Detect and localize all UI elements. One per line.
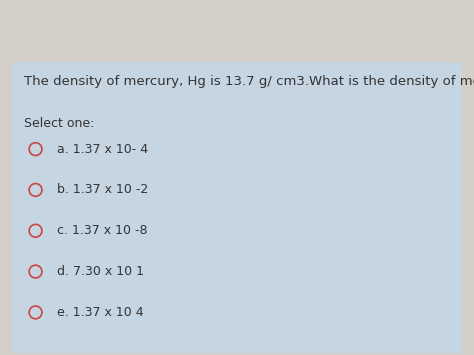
Text: The density of mercury, Hg is 13.7 g/ cm3.What is the density of mercury in Kg/ : The density of mercury, Hg is 13.7 g/ cm…: [24, 75, 474, 88]
FancyBboxPatch shape: [12, 62, 462, 353]
Text: c. 1.37 x 10 -8: c. 1.37 x 10 -8: [57, 224, 147, 237]
Text: Select one:: Select one:: [24, 117, 94, 130]
Text: b. 1.37 x 10 -2: b. 1.37 x 10 -2: [57, 184, 148, 196]
Text: d. 7.30 x 10 1: d. 7.30 x 10 1: [57, 265, 144, 278]
Text: e. 1.37 x 10 4: e. 1.37 x 10 4: [57, 306, 144, 319]
Text: a. 1.37 x 10- 4: a. 1.37 x 10- 4: [57, 143, 148, 155]
